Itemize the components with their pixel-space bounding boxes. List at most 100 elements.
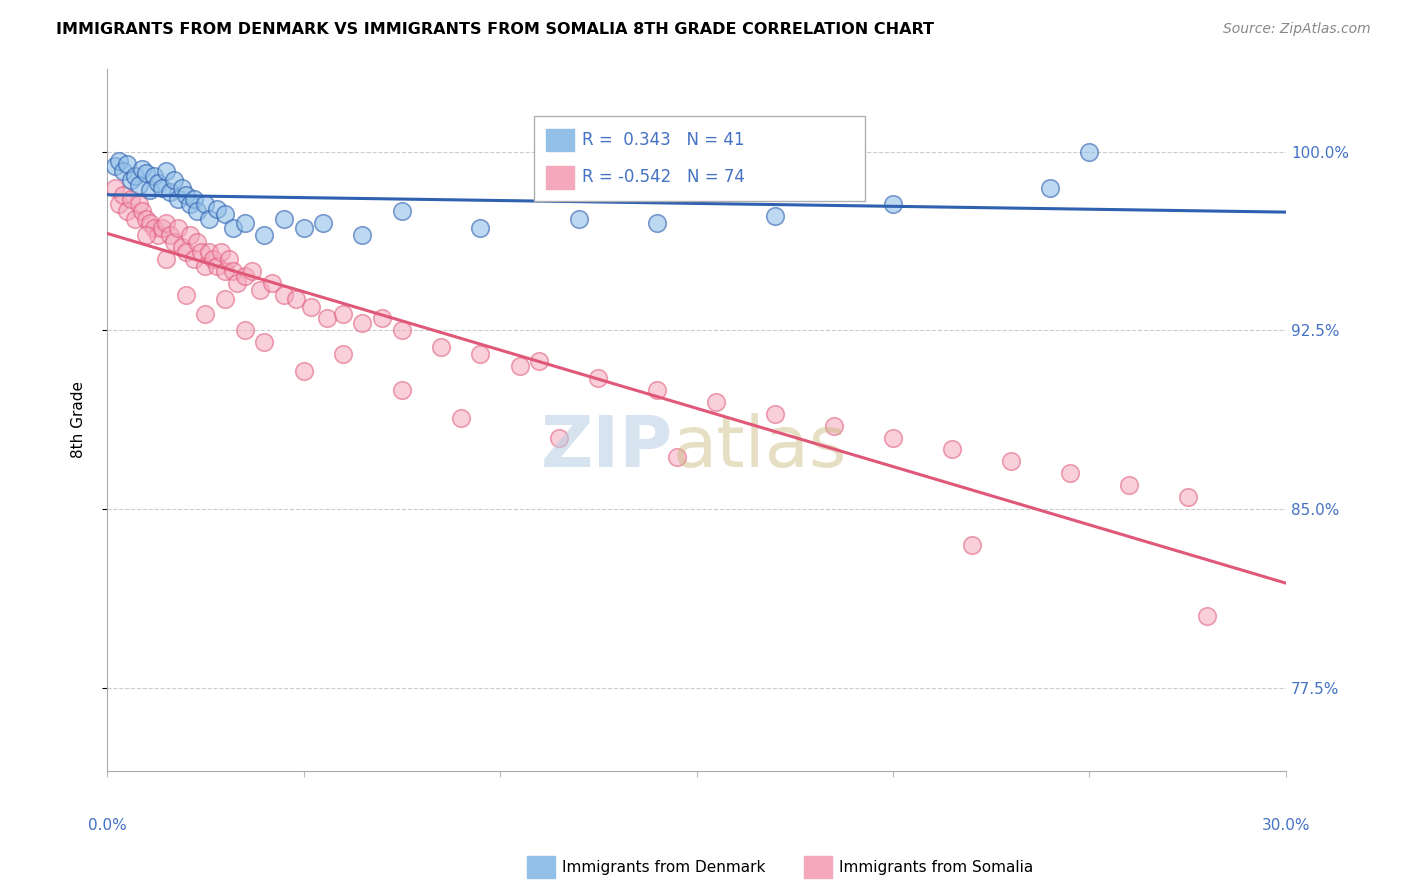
Point (253, 228, 276, 243)
Point (1118, 478, 1140, 492)
Point (120, 193, 142, 207)
Point (430, 340, 453, 354)
Point (299, 300, 322, 314)
Point (143, 221, 166, 235)
Point (1059, 467, 1081, 481)
Point (155, 252, 177, 266)
Point (104, 159, 127, 173)
Point (645, 383, 668, 397)
Point (146, 228, 169, 243)
Point (882, 197, 904, 211)
Point (214, 293, 236, 307)
Point (529, 354, 551, 368)
Point (108, 197, 131, 211)
Point (155, 164, 177, 178)
Point (284, 293, 307, 307)
Point (941, 442, 963, 457)
Text: ZIP: ZIP (541, 413, 673, 483)
Point (763, 407, 786, 421)
Point (1000, 454, 1022, 468)
Point (882, 431, 904, 445)
Point (233, 216, 256, 230)
Text: R =  0.343   N = 41: R = 0.343 N = 41 (582, 131, 745, 149)
Point (190, 244, 212, 259)
Point (273, 287, 295, 301)
Point (163, 235, 186, 250)
Point (391, 204, 413, 219)
Point (1177, 490, 1199, 504)
Point (763, 209, 786, 223)
Point (183, 193, 205, 207)
Point (124, 169, 146, 183)
Point (214, 264, 236, 278)
Point (218, 252, 240, 266)
Point (391, 383, 413, 397)
Point (170, 240, 193, 254)
Point (155, 216, 177, 230)
Point (1039, 180, 1062, 194)
Point (186, 204, 208, 219)
Point (262, 276, 284, 290)
Point (159, 186, 181, 200)
Point (166, 221, 188, 235)
Point (194, 259, 217, 273)
Point (179, 228, 201, 243)
Point (292, 364, 315, 378)
Point (135, 166, 157, 180)
Text: R = -0.542   N = 74: R = -0.542 N = 74 (582, 168, 745, 186)
Text: Immigrants from Denmark: Immigrants from Denmark (562, 860, 766, 874)
Point (128, 197, 150, 211)
Point (371, 311, 394, 326)
Point (143, 169, 166, 183)
Point (292, 221, 315, 235)
Point (174, 287, 197, 301)
Point (214, 207, 236, 221)
Point (253, 335, 276, 350)
Point (104, 180, 127, 194)
Point (273, 211, 295, 226)
Point (150, 221, 173, 235)
Point (588, 371, 610, 385)
Point (233, 323, 256, 337)
Point (242, 264, 264, 278)
Point (205, 259, 228, 273)
Point (131, 204, 153, 219)
Point (111, 187, 134, 202)
Point (139, 216, 162, 230)
Point (135, 228, 157, 243)
Point (163, 173, 186, 187)
Point (174, 244, 197, 259)
Point (198, 211, 221, 226)
Point (108, 154, 131, 169)
Point (509, 359, 531, 373)
Point (124, 211, 146, 226)
Point (205, 202, 228, 216)
Point (128, 178, 150, 193)
Y-axis label: 8th Grade: 8th Grade (72, 381, 86, 458)
Point (450, 411, 472, 425)
Point (316, 311, 339, 326)
Text: 30.0%: 30.0% (1261, 819, 1310, 833)
Text: Immigrants from Somalia: Immigrants from Somalia (839, 860, 1033, 874)
Point (198, 244, 221, 259)
Point (704, 394, 727, 409)
Point (222, 221, 245, 235)
Point (645, 216, 668, 230)
Point (166, 193, 188, 207)
Point (823, 418, 845, 433)
Point (183, 252, 205, 266)
Point (568, 211, 591, 226)
Point (960, 538, 983, 552)
Point (159, 228, 181, 243)
Point (194, 197, 217, 211)
Point (391, 323, 413, 337)
Point (202, 252, 225, 266)
Point (332, 307, 354, 321)
Point (115, 157, 138, 171)
Point (179, 197, 201, 211)
Text: IMMIGRANTS FROM DENMARK VS IMMIGRANTS FROM SOMALIA 8TH GRADE CORRELATION CHART: IMMIGRANTS FROM DENMARK VS IMMIGRANTS FR… (56, 22, 934, 37)
Point (115, 204, 138, 219)
Point (209, 244, 232, 259)
Point (150, 180, 173, 194)
Point (1197, 609, 1219, 624)
